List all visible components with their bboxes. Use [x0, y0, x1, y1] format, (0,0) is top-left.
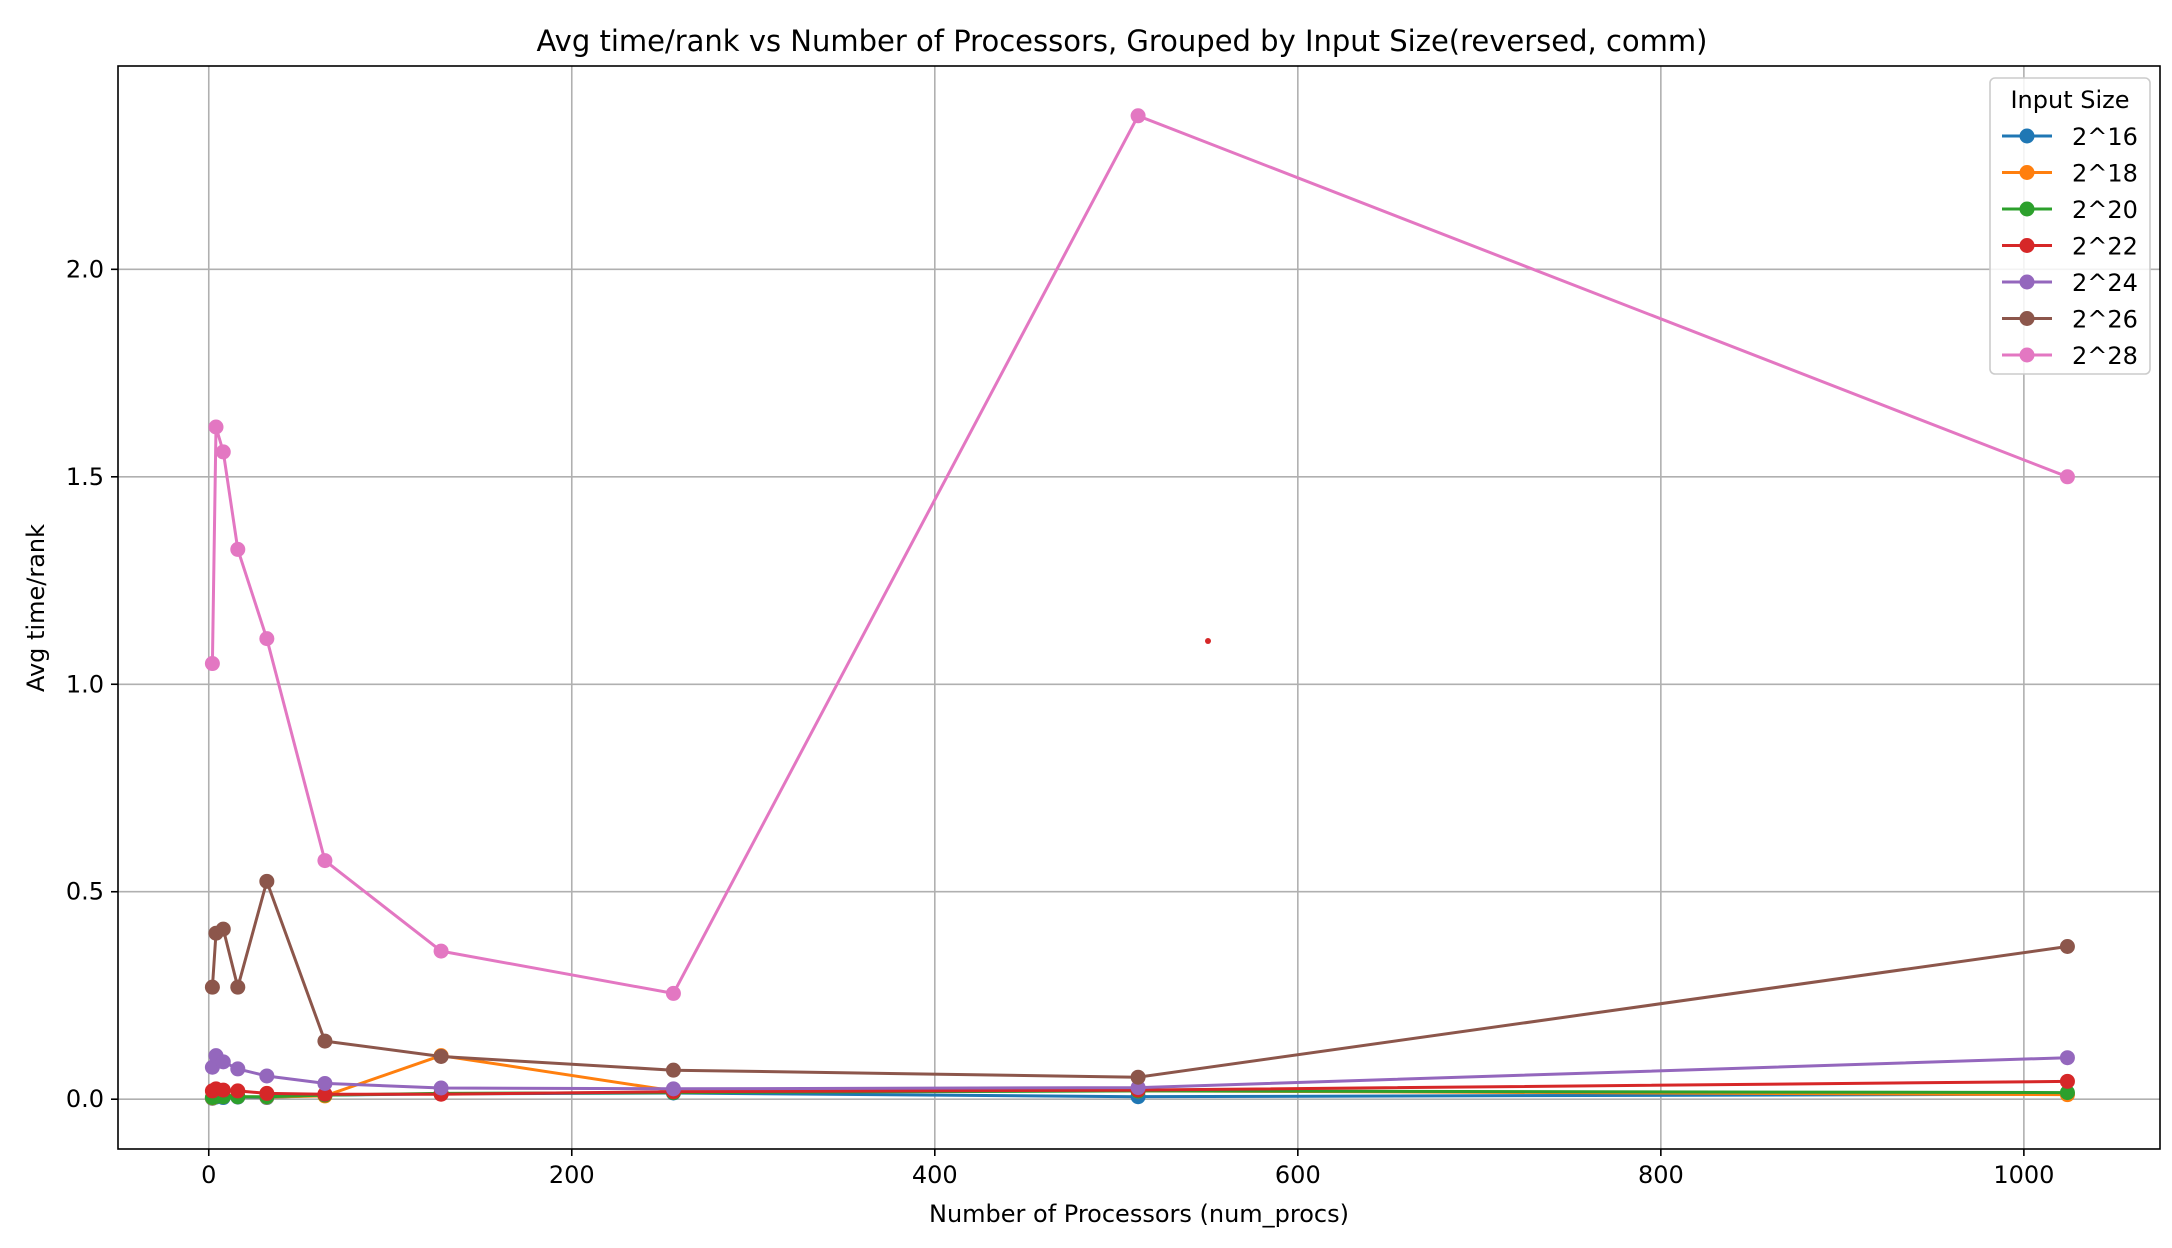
plot-frame [117, 65, 2161, 1150]
data-point [259, 631, 275, 647]
axis-ticks: 0 200 400 600 800 1000 0.0 0.5 1.0 1.5 2.0 [66, 255, 2055, 1189]
data-point [259, 1085, 275, 1101]
data-point [317, 1033, 333, 1049]
data-point [433, 1080, 449, 1096]
x-tick-label: 800 [1638, 1161, 1684, 1189]
data-point [215, 1082, 231, 1098]
x-tick-label: 0 [201, 1161, 216, 1189]
legend-label: 2^22 [2072, 233, 2138, 261]
data-point [1130, 1069, 1146, 1085]
legend-marker [2019, 238, 2035, 253]
legend: Input Size 2^16 2^18 2^20 2^22 2^24 2^26 2^28 [1989, 77, 2151, 375]
series-2-26 [204, 873, 2075, 1085]
legend-item: 2^16 [2002, 123, 2138, 151]
data-point [665, 1062, 681, 1078]
y-tick-label: 0.0 [66, 1085, 104, 1113]
legend-title: Input Size [2010, 86, 2129, 114]
legend-box [1989, 77, 2151, 375]
data-point [208, 419, 224, 435]
data-point [259, 1068, 275, 1084]
data-point [1130, 1080, 1146, 1096]
legend-marker [2019, 165, 2035, 180]
y-tick-label: 0.5 [66, 878, 104, 906]
legend-item: 2^24 [2002, 269, 2138, 297]
legend-marker [2019, 201, 2035, 217]
legend-marker [2019, 347, 2035, 363]
data-point [2059, 1050, 2075, 1066]
legend-marker [2019, 311, 2035, 326]
legend-item: 2^22 [2002, 233, 2138, 261]
data-point [2059, 469, 2075, 485]
data-point [230, 979, 246, 995]
y-tick-label: 2.0 [66, 255, 104, 283]
legend-marker [2019, 128, 2035, 144]
legend-label: 2^16 [2072, 123, 2138, 151]
x-tick-label: 1000 [1993, 1161, 2054, 1189]
legend-label: 2^20 [2072, 196, 2138, 224]
x-tick-label: 600 [1275, 1161, 1321, 1189]
series-layer [204, 108, 2075, 1106]
series-2-24 [204, 1048, 2075, 1097]
legend-label: 2^24 [2072, 269, 2138, 297]
legend-marker [2019, 274, 2035, 290]
x-axis-label: Number of Processors (num_procs) [929, 1200, 1349, 1228]
data-point [317, 1075, 333, 1091]
legend-item: 2^26 [2002, 306, 2138, 334]
legend-item: 2^18 [2002, 160, 2138, 188]
data-point [665, 985, 681, 1001]
data-point [317, 853, 333, 869]
data-point [317, 1086, 333, 1102]
legend-label: 2^26 [2072, 306, 2138, 334]
data-point [215, 444, 231, 460]
chart-title: Avg time/rank vs Number of Processors, G… [537, 24, 1708, 58]
legend-label: 2^18 [2072, 160, 2138, 188]
y-axis-label: Avg time/rank [22, 524, 50, 692]
stray-dot-marker [1205, 638, 1211, 644]
data-point [259, 873, 275, 889]
legend-item: 2^20 [2002, 196, 2138, 224]
data-point [230, 1083, 246, 1099]
data-point [2059, 939, 2075, 955]
series-2-28 [204, 108, 2075, 1001]
legend-item: 2^28 [2002, 342, 2138, 370]
data-point [433, 1048, 449, 1064]
x-tick-label: 400 [912, 1161, 958, 1189]
x-tick-label: 200 [549, 1161, 595, 1189]
data-point [215, 1054, 231, 1070]
data-point [665, 1081, 681, 1097]
data-point [2059, 1085, 2075, 1101]
data-point [2059, 1073, 2075, 1089]
legend-label: 2^28 [2072, 342, 2138, 370]
data-point [433, 943, 449, 959]
y-tick-label: 1.0 [66, 670, 104, 698]
data-point [215, 921, 231, 937]
y-tick-label: 1.5 [66, 463, 104, 491]
data-point [1130, 108, 1146, 124]
series-line [210, 114, 2068, 995]
data-point [230, 541, 246, 557]
data-point [230, 1061, 246, 1077]
data-point [204, 656, 220, 672]
data-point [204, 979, 220, 995]
